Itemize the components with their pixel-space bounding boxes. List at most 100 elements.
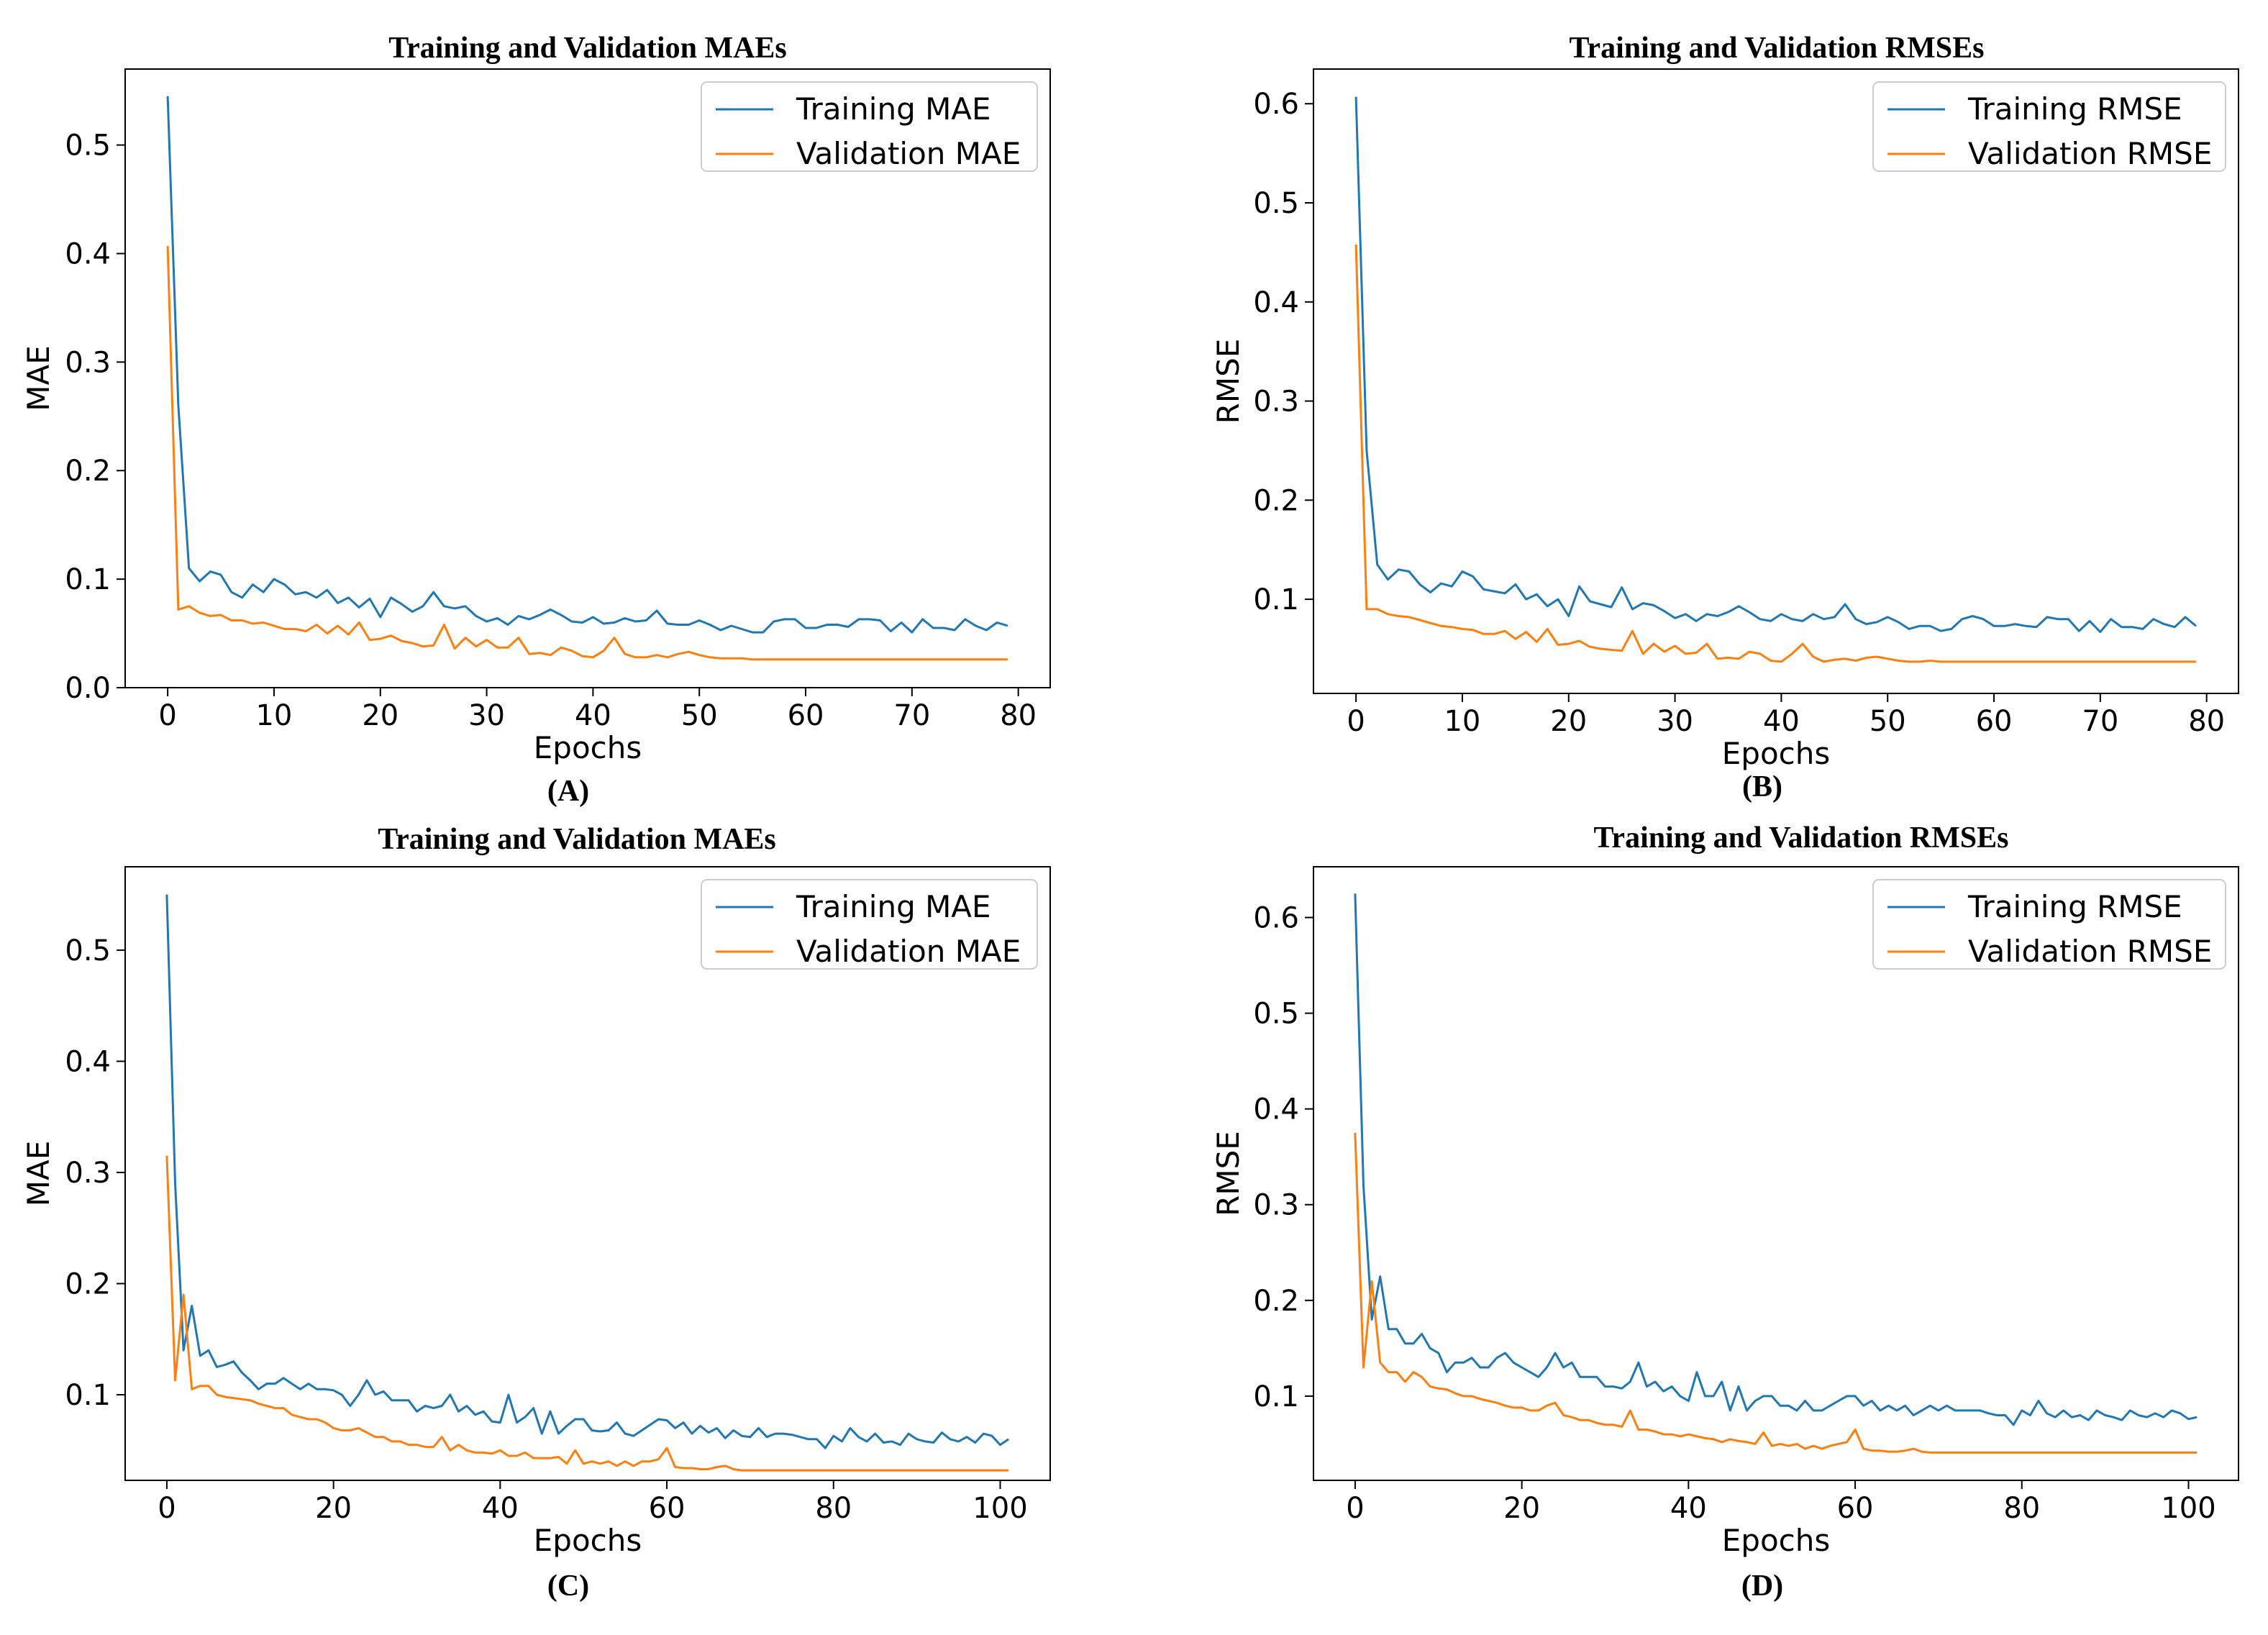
y-tick-label: 0.5 xyxy=(1253,998,1299,1031)
panel-label: (A) xyxy=(547,775,589,808)
plot-frame xyxy=(1313,866,2239,1481)
legend-label: Training MAE xyxy=(796,91,991,127)
chart-panel-c: Training and Validation MAEs 0 20 40 60 80 100… xyxy=(21,823,1051,1603)
y-tick-label: 0.2 xyxy=(65,1267,111,1301)
x-tick-label: 50 xyxy=(1869,705,1906,738)
chart-panel-d: Training and Validation RMSEs 0 20 40 60 80 10… xyxy=(1211,821,2239,1603)
legend-label: Validation RMSE xyxy=(1968,136,2212,171)
x-tick-label: 20 xyxy=(1503,1492,1540,1525)
series-line-training-rmse xyxy=(1354,96,2197,634)
x-tick-label: 80 xyxy=(815,1492,852,1525)
x-tick-label: 30 xyxy=(468,699,505,732)
y-tick-label: 0.1 xyxy=(65,563,111,596)
y-axis-label: RMSE xyxy=(1211,1131,1246,1216)
series-line-training-mae xyxy=(166,96,1008,634)
legend-label: Training RMSE xyxy=(1967,91,2182,127)
y-tick-label: 0.3 xyxy=(65,346,111,379)
legend-label: Training RMSE xyxy=(1967,889,2182,924)
x-tick-label: 20 xyxy=(315,1492,352,1525)
legend-box xyxy=(701,81,1038,172)
series-line-validation-mae xyxy=(165,1155,1009,1472)
y-axis-label: MAE xyxy=(21,1141,56,1207)
y-tick-label: 0.6 xyxy=(1253,902,1299,935)
x-tick-label: 40 xyxy=(482,1492,519,1525)
x-tick-label: 80 xyxy=(2188,705,2225,738)
x-axis-label: Epochs xyxy=(1722,1523,1831,1558)
x-tick-label: 0 xyxy=(158,699,176,732)
x-tick-label: 0 xyxy=(1347,705,1365,738)
series-line-validation-rmse xyxy=(1354,244,2196,663)
legend: Training MAE Validation MAE xyxy=(701,879,1038,970)
y-tick-label: 0.5 xyxy=(65,129,111,163)
x-axis-label: Epochs xyxy=(1722,736,1831,771)
y-tick-label: 0.3 xyxy=(1253,1189,1299,1222)
x-tick-label: 70 xyxy=(893,699,930,732)
chart-title: Training and Validation MAEs xyxy=(388,32,787,65)
x-tick-label: 60 xyxy=(649,1492,686,1525)
x-axis-label: Epochs xyxy=(534,730,642,765)
y-tick-label: 0.1 xyxy=(1253,1380,1299,1413)
x-axis-label: Epochs xyxy=(534,1523,642,1558)
x-tick-label: 40 xyxy=(1763,705,1800,738)
panel-label: (D) xyxy=(1741,1570,1783,1603)
y-tick-label: 0.6 xyxy=(1253,88,1299,121)
series-line-training-rmse xyxy=(1354,893,2198,1426)
y-tick-label: 0.5 xyxy=(65,934,111,967)
chart-panel-a: Training and Validation MAEs 0 10 20 30 40 50 6… xyxy=(21,32,1051,808)
y-tick-label: 0.1 xyxy=(1253,583,1299,616)
chart-title: Training and Validation RMSEs xyxy=(1570,32,1985,65)
x-tick-label: 40 xyxy=(1670,1492,1707,1525)
y-tick-label: 0.1 xyxy=(65,1379,111,1412)
y-tick-label: 0.4 xyxy=(1253,286,1299,319)
panel-label: (B) xyxy=(1742,770,1782,803)
x-tick-label: 80 xyxy=(1000,699,1037,732)
y-tick-label: 0.2 xyxy=(65,455,111,488)
legend-box xyxy=(701,879,1038,970)
x-tick-label: 10 xyxy=(1444,705,1480,738)
x-tick-label: 50 xyxy=(681,699,718,732)
legend-label: Validation MAE xyxy=(796,934,1021,969)
legend-box xyxy=(1872,879,2226,970)
x-tick-label: 20 xyxy=(1550,705,1587,738)
legend-label: Validation MAE xyxy=(796,136,1021,171)
legend-label: Training MAE xyxy=(796,889,991,924)
x-tick-label: 60 xyxy=(1976,705,2013,738)
x-tick-label: 0 xyxy=(158,1492,176,1525)
x-tick-label: 0 xyxy=(1346,1492,1364,1525)
legend: Training MAE Validation MAE xyxy=(701,81,1038,172)
plot-frame xyxy=(1313,68,2239,694)
x-tick-label: 60 xyxy=(1837,1492,1874,1525)
x-tick-label: 10 xyxy=(255,699,292,732)
y-tick-label: 0.2 xyxy=(1253,484,1299,517)
chart-panel-b: Training and Validation RMSEs 0 10 20 30 40 50… xyxy=(1211,32,2239,803)
series-line-training-mae xyxy=(165,894,1009,1449)
y-axis-label: MAE xyxy=(21,345,56,411)
x-tick-label: 60 xyxy=(788,699,824,732)
series-line-validation-rmse xyxy=(1354,1132,2198,1454)
x-tick-label: 80 xyxy=(2003,1492,2040,1525)
y-tick-label: 0.4 xyxy=(65,237,111,270)
x-tick-label: 100 xyxy=(2161,1492,2215,1525)
legend-label: Validation RMSE xyxy=(1968,934,2212,969)
y-tick-label: 0.3 xyxy=(1253,386,1299,419)
y-tick-label: 0.2 xyxy=(1253,1285,1299,1318)
legend: Training RMSE Validation RMSE xyxy=(1872,879,2226,970)
legend-box xyxy=(1872,81,2226,172)
legend: Training RMSE Validation RMSE xyxy=(1872,81,2226,172)
chart-title: Training and Validation MAEs xyxy=(378,823,776,856)
plot-frame xyxy=(124,68,1051,688)
x-tick-label: 20 xyxy=(362,699,399,732)
chart-title: Training and Validation RMSEs xyxy=(1594,821,2009,855)
plot-frame xyxy=(124,866,1051,1481)
series-line-validation-mae xyxy=(166,245,1008,661)
y-tick-label: 0.4 xyxy=(1253,1093,1299,1126)
x-tick-label: 70 xyxy=(2082,705,2118,738)
x-tick-label: 30 xyxy=(1657,705,1693,738)
y-axis-label: RMSE xyxy=(1211,339,1246,424)
y-tick-label: 0.3 xyxy=(65,1157,111,1190)
y-tick-label: 0.4 xyxy=(65,1045,111,1078)
x-tick-label: 40 xyxy=(575,699,611,732)
y-tick-label: 0.0 xyxy=(65,672,111,705)
panel-label: (C) xyxy=(547,1570,589,1603)
